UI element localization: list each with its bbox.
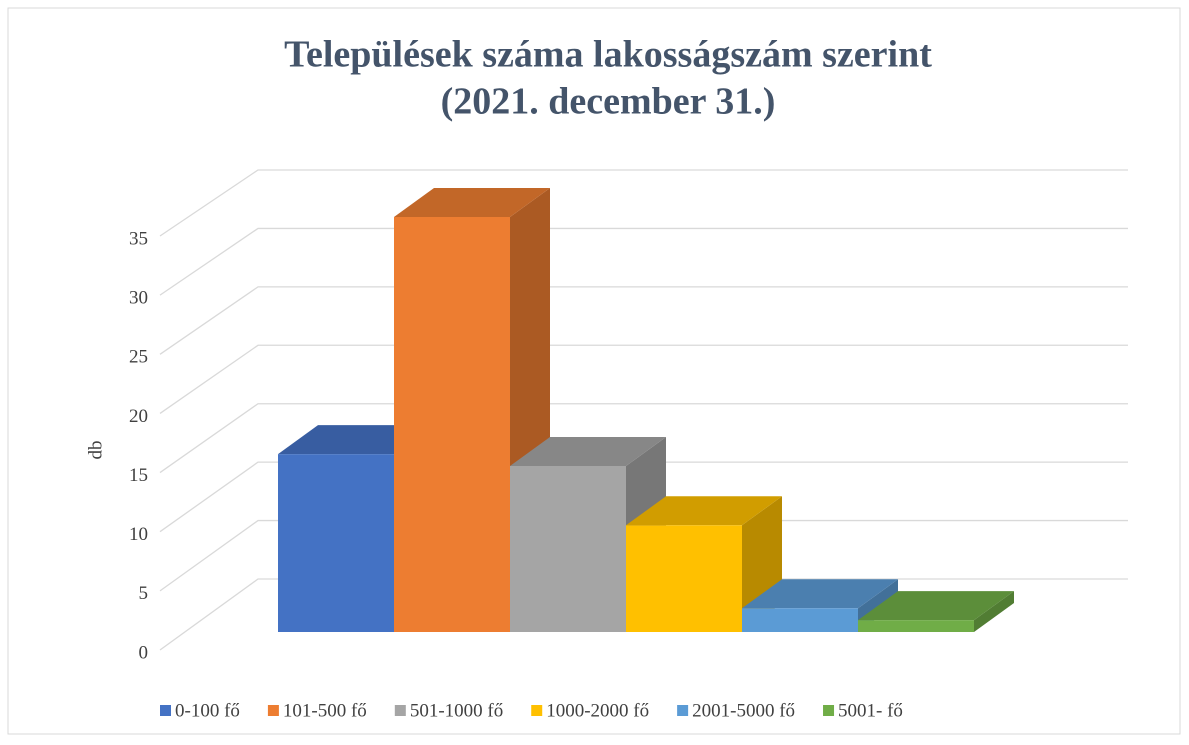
bar [394,217,510,632]
bar-top [858,591,1014,621]
bar-top [742,579,898,609]
grid-line [159,403,1128,474]
y-tick-label: 20 [129,406,148,427]
grid-line [159,286,1128,355]
bar [742,608,858,632]
grid-line [159,519,1128,592]
chart-title: (2021. december 31.) [441,81,776,123]
bar [510,466,626,632]
grid-line [159,578,1128,651]
legend-swatch [677,705,689,716]
legend-label: 101-500 fő [283,700,367,721]
y-tick-label: 10 [129,524,148,545]
grid-line [159,169,1128,237]
bar-top [510,437,666,466]
legend-label: 501-1000 fő [410,700,503,721]
grid-line [159,344,1128,414]
bar-top [626,496,782,526]
legend-label: 5001- fő [838,700,903,721]
legend-label: 1000-2000 fő [546,700,649,721]
bar-top [394,188,550,217]
bar [858,620,974,632]
grid-line [159,227,1128,296]
legend-label: 0-100 fő [175,700,240,721]
legend-swatch [823,705,835,716]
y-tick-label: 0 [139,642,149,663]
legend-swatch [394,705,406,716]
legend-label: 2001-5000 fő [692,700,795,721]
y-axis-label: db [85,441,106,460]
grid-line [159,461,1128,533]
legend-swatch [531,705,543,716]
y-tick-label: 25 [129,347,148,368]
y-tick-label: 30 [129,288,148,309]
bar-side [974,591,1014,632]
legend-swatch [160,705,171,716]
y-tick-label: 35 [129,228,148,249]
bar [626,525,742,632]
y-tick-label: 5 [139,583,149,604]
legend-swatch [267,705,279,716]
y-tick-label: 15 [129,465,148,486]
chart-title: Települések száma lakosságszám szerint [284,34,932,76]
bar [278,454,394,632]
